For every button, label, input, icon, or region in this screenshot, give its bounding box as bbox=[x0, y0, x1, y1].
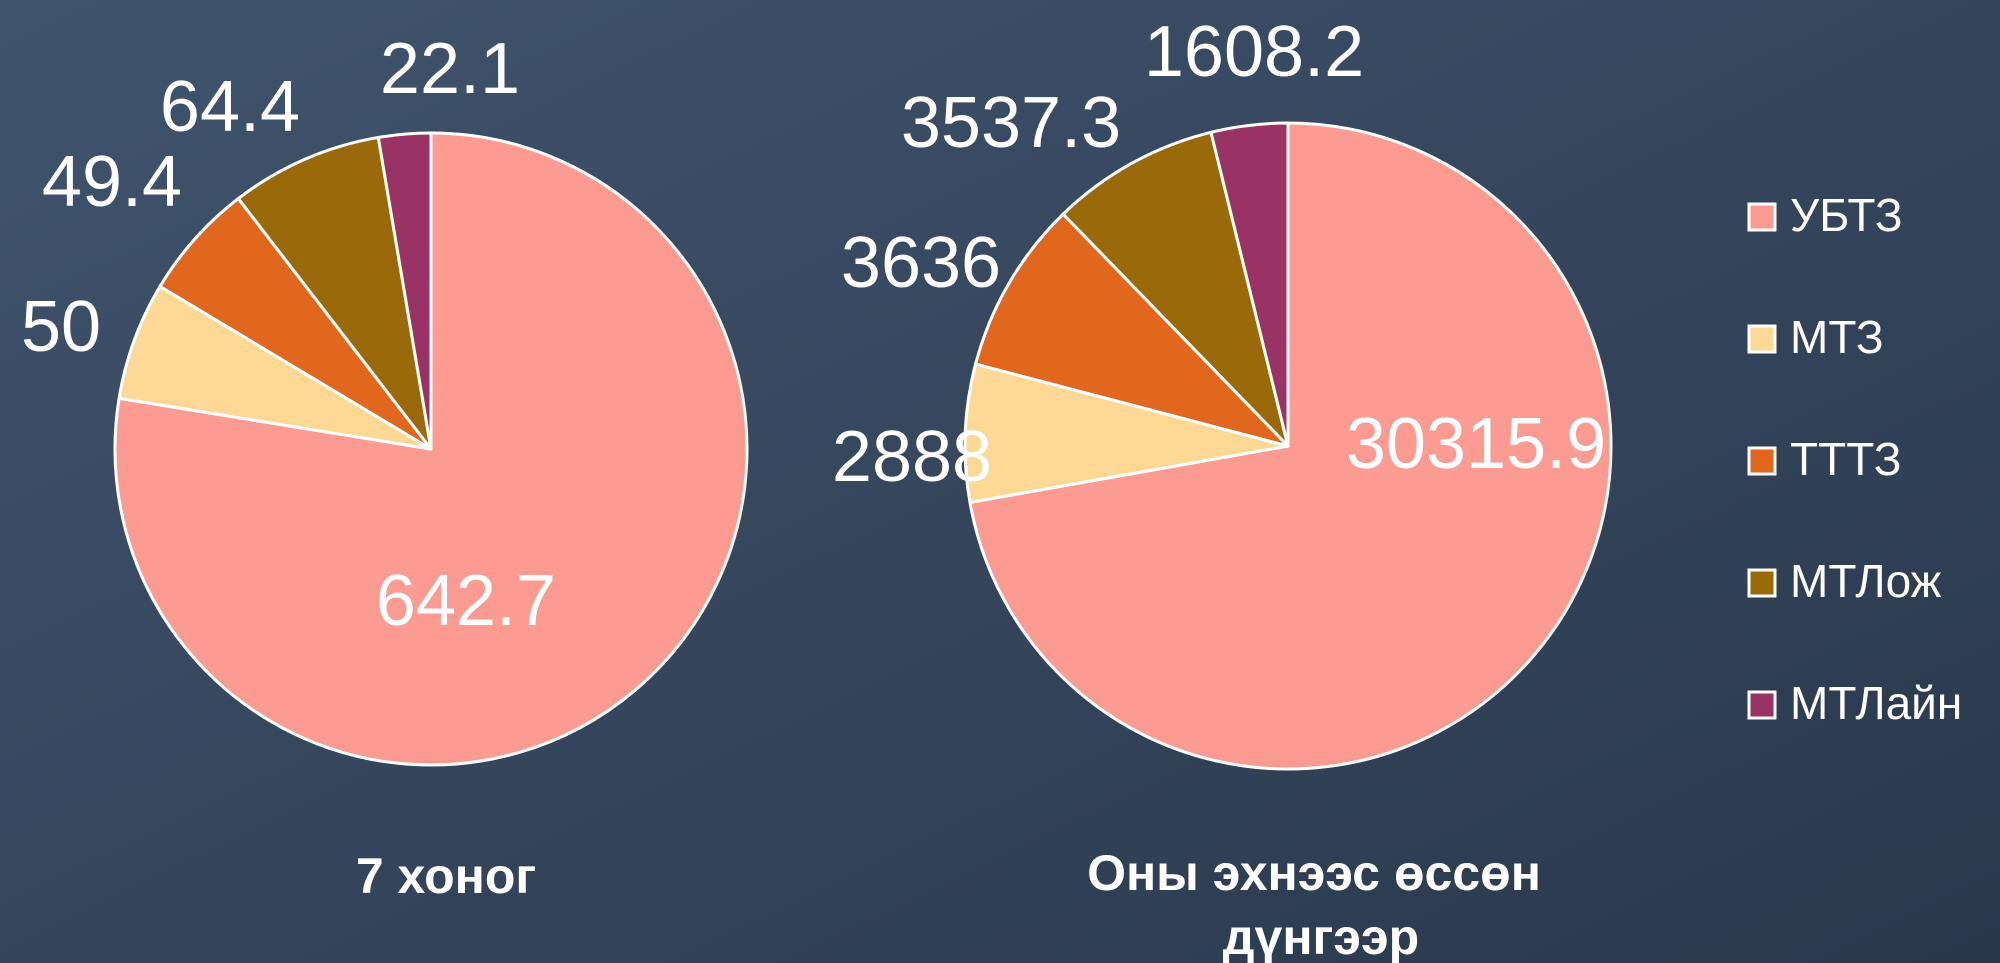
chart-title: 7 хоног bbox=[356, 848, 536, 904]
legend-label: МТЛайн bbox=[1790, 677, 1962, 729]
legend-label: МТЛож bbox=[1790, 555, 1942, 607]
pie-slice bbox=[963, 362, 1290, 504]
legend-swatch bbox=[1747, 568, 1777, 598]
legend-swatch bbox=[1747, 324, 1777, 354]
pie-slice bbox=[968, 121, 1613, 771]
data-label: 49.4 bbox=[42, 142, 182, 222]
legend-swatch bbox=[1747, 690, 1777, 720]
legend-swatch bbox=[1747, 446, 1777, 476]
data-label: 50 bbox=[21, 287, 101, 367]
pie-slice bbox=[236, 135, 433, 451]
chart-title: Оны эхнээс өссөн дүнгээр bbox=[1087, 845, 1541, 963]
legend-label: МТЗ bbox=[1790, 311, 1884, 363]
legend-swatch bbox=[1747, 202, 1777, 232]
data-label: 64.4 bbox=[160, 67, 300, 147]
pie-slice bbox=[376, 131, 433, 451]
data-label: 1608.2 bbox=[1144, 12, 1364, 92]
data-label: 30315.9 bbox=[1346, 404, 1606, 484]
data-label: 2888 bbox=[832, 417, 992, 497]
data-label: 642.7 bbox=[376, 561, 556, 641]
data-label: 3537.3 bbox=[901, 83, 1121, 163]
pie-slice bbox=[974, 212, 1290, 448]
legend-label: ТТТЗ bbox=[1790, 433, 1902, 485]
data-label: 3636 bbox=[841, 223, 1001, 303]
legend-label: УБТЗ bbox=[1790, 189, 1903, 241]
pie-slice bbox=[117, 284, 433, 451]
data-label: 22.1 bbox=[380, 29, 520, 109]
pie-slice bbox=[1061, 130, 1290, 448]
pie-slice bbox=[1209, 121, 1290, 448]
